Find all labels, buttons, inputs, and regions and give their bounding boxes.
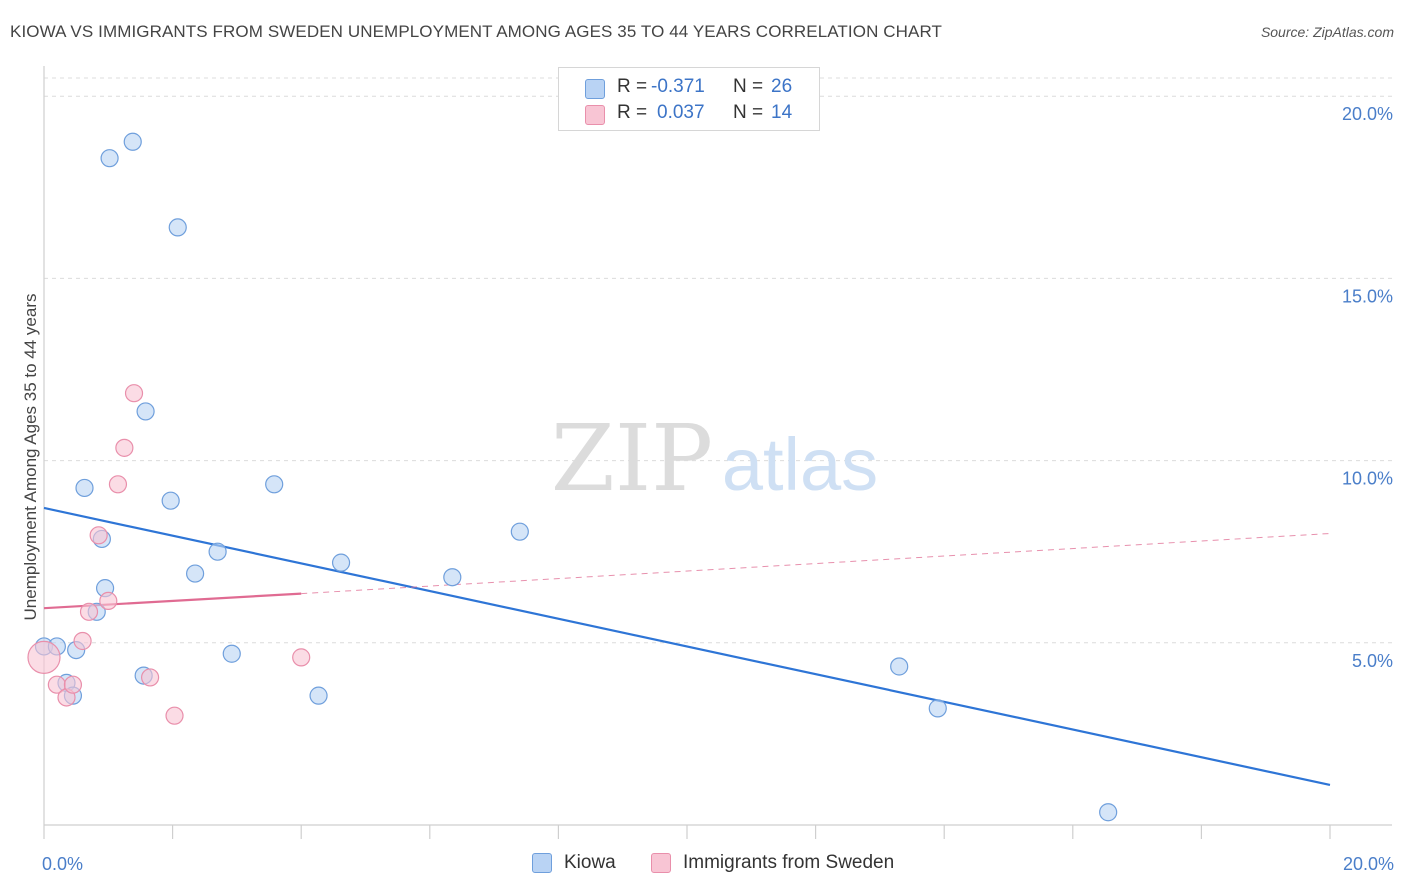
kiowa-point [928, 699, 947, 718]
sweden-point [108, 475, 128, 494]
y-axis-label: Unemployment Among Ages 35 to 44 years [21, 294, 40, 621]
y-tick-label: 20.0% [1342, 104, 1393, 124]
chart-title: KIOWA VS IMMIGRANTS FROM SWEDEN UNEMPLOY… [10, 22, 943, 41]
kiowa-point [331, 553, 351, 572]
sweden-trend-extension [301, 532, 1331, 595]
bottom-sweden-swatch [651, 853, 671, 873]
tick-labels: 5.0% 10.0% 15.0% 20.0% 0.0% 20.0% [42, 104, 1394, 874]
sweden-point [140, 668, 160, 687]
sweden-point [124, 384, 144, 403]
kiowa-n-label: N = [733, 76, 764, 97]
sweden-swatch [585, 105, 605, 125]
correlation-legend: R = -0.371 N = 26 R = 0.037 N = 14 [558, 67, 820, 131]
kiowa-point [186, 564, 205, 583]
data-points [27, 132, 1118, 822]
bottom-kiowa-label: Kiowa [564, 852, 616, 873]
kiowa-point [309, 686, 328, 705]
kiowa-point [136, 402, 155, 421]
y-tick-label: 15.0% [1342, 286, 1393, 306]
watermark-atlas: atlas [722, 423, 878, 506]
kiowa-point [510, 522, 529, 541]
kiowa-point [100, 149, 119, 168]
kiowa-r-label: R = [617, 76, 648, 97]
watermark: ZIP atlas [551, 405, 878, 512]
kiowa-point [123, 132, 142, 151]
sweden-point [89, 526, 108, 545]
sweden-point [27, 640, 61, 674]
sweden-point [165, 706, 184, 725]
grid-lines [44, 77, 1392, 644]
watermark-zip: ZIP [551, 405, 713, 512]
sweden-point [99, 591, 118, 611]
sweden-point [73, 631, 92, 651]
y-tick-label: 5.0% [1352, 651, 1393, 671]
bottom-kiowa-swatch [532, 853, 552, 873]
axes [43, 66, 1392, 839]
x-tick-label: 20.0% [1343, 854, 1394, 874]
sweden-point [63, 675, 83, 694]
kiowa-r-value: -0.371 [651, 76, 705, 97]
kiowa-point [443, 568, 462, 587]
bottom-sweden-label: Immigrants from Sweden [683, 852, 895, 873]
kiowa-point [1099, 803, 1118, 822]
chart-source: Source: ZipAtlas.com [1260, 24, 1394, 40]
kiowa-point [208, 542, 227, 561]
kiowa-point [75, 478, 94, 498]
kiowa-n-value: 26 [771, 76, 793, 97]
kiowa-point [222, 644, 241, 663]
sweden-r-label: R = [617, 102, 648, 123]
sweden-n-value: 14 [771, 102, 793, 123]
sweden-r-value: 0.037 [657, 102, 705, 123]
kiowa-trend-line [43, 506, 1331, 786]
kiowa-point [890, 657, 909, 676]
kiowa-point [168, 218, 187, 237]
sweden-point [115, 438, 134, 457]
sweden-point [292, 648, 311, 667]
kiowa-swatch [585, 79, 605, 99]
kiowa-point [265, 475, 284, 494]
kiowa-point [161, 491, 180, 510]
x-tick-label: 0.0% [42, 854, 83, 874]
sweden-point [79, 602, 99, 621]
sweden-n-label: N = [733, 102, 764, 123]
y-tick-label: 10.0% [1342, 469, 1393, 489]
